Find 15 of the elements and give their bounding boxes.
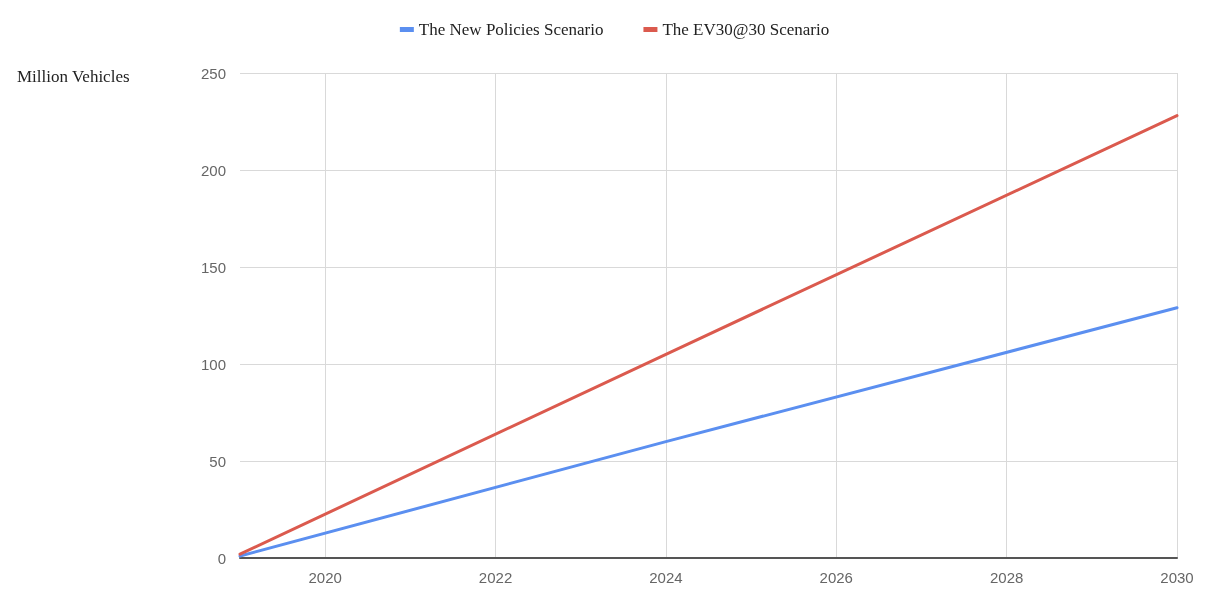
x-tick-label: 2028 xyxy=(989,569,1024,586)
y-tick-label: 200 xyxy=(200,161,226,179)
x-tick-label: 2030 xyxy=(1160,569,1194,586)
x-tick-label: 2022 xyxy=(478,569,513,586)
y-tick-label: 100 xyxy=(200,355,226,373)
y-tick-label: 50 xyxy=(209,452,226,470)
y-axis-title: Million Vehicles xyxy=(17,67,130,86)
legend-label: The New Policies Scenario xyxy=(418,20,604,39)
x-tick-label: 2026 xyxy=(819,569,853,586)
y-tick-label: 250 xyxy=(200,64,226,82)
x-tick-label: 2024 xyxy=(649,569,683,586)
legend-label: The EV30@30 Scenario xyxy=(662,20,830,39)
x-tick-label: 2020 xyxy=(308,569,342,586)
y-tick-label: 150 xyxy=(200,258,226,276)
y-tick-label: 0 xyxy=(217,549,226,567)
